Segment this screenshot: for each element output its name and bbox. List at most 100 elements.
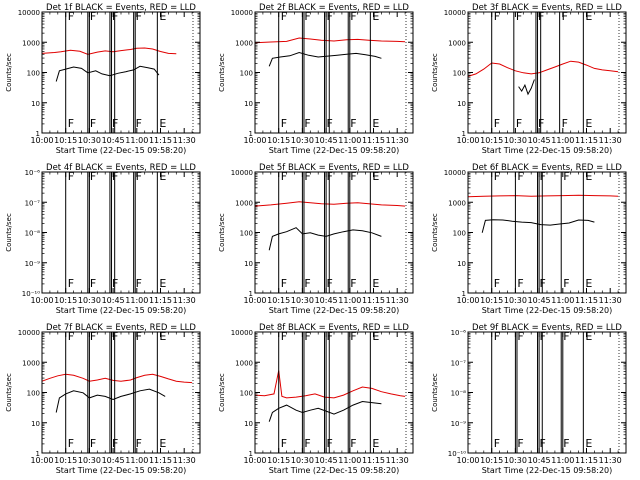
x-tick-label: 11:00 xyxy=(551,296,574,305)
x-axis-label: Start Time (22-Dec-15 09:58:20) xyxy=(269,306,400,315)
x-tick-label: 10:30 xyxy=(78,456,101,465)
marker-label-bottom: F xyxy=(350,437,356,450)
marker-label-bottom: E xyxy=(372,277,379,290)
marker-label-bottom: F xyxy=(516,117,522,130)
marker-label-bottom: F xyxy=(494,437,500,450)
y-tick-label: 1000 xyxy=(22,359,40,367)
x-tick-label: 10:15 xyxy=(480,296,503,305)
panel-det-4: F F F F F F F F E E 10⁻¹⁰ 10⁻⁹ 10⁻⁸ 10⁻⁷ 10⁻⁶ 10:00 10:1… xyxy=(5,163,201,315)
x-tick-label: 11:00 xyxy=(125,296,148,305)
y-tick-label: 1000 xyxy=(235,39,253,47)
marker-label-bottom: F xyxy=(540,437,546,450)
marker-label-top: E xyxy=(585,170,592,183)
marker-label-top: E xyxy=(159,330,166,343)
panel-title: Det 9f BLACK = Events, RED = LLD xyxy=(472,323,622,333)
marker-label-bottom: F xyxy=(494,117,500,130)
panel-title: Det 2f BLACK = Events, RED = LLD xyxy=(259,3,409,13)
x-tick-label: 11:00 xyxy=(338,136,361,145)
y-tick-label: 10000 xyxy=(231,169,253,177)
panel-det-1: F F F F F F F F E E 1 10 100 1000 10000 10:00 10:15 10:30… xyxy=(5,3,201,155)
marker-label-bottom: E xyxy=(585,117,592,130)
y-axis-label: Counts/sec xyxy=(431,213,439,252)
y-axis-label: Counts/sec xyxy=(431,373,439,412)
y-axis-label: Counts/sec xyxy=(218,373,226,412)
y-tick-label: 10⁻⁸ xyxy=(25,230,41,238)
y-tick-label: 1 xyxy=(462,130,466,138)
x-tick-label: 10:45 xyxy=(315,296,338,305)
marker-label-top: F xyxy=(281,330,287,343)
series-line-black xyxy=(268,400,382,422)
y-tick-label: 10⁻¹⁰ xyxy=(22,290,40,298)
x-axis-label: Start Time (22-Dec-15 09:58:20) xyxy=(269,146,400,155)
marker-label-top: F xyxy=(304,330,310,343)
x-tick-label: 10:45 xyxy=(102,296,125,305)
x-tick-label: 10:00 xyxy=(30,136,53,145)
panel-title: Det 3f BLACK = Events, RED = LLD xyxy=(472,3,622,13)
marker-label-top: E xyxy=(585,10,592,23)
marker-label-top: F xyxy=(540,170,546,183)
y-tick-label: 1 xyxy=(36,130,40,138)
marker-label-bottom: F xyxy=(327,437,333,450)
x-tick-label: 11:00 xyxy=(338,456,361,465)
y-tick-label: 10000 xyxy=(444,169,466,177)
series-line-black xyxy=(518,79,535,96)
y-tick-label: 1 xyxy=(249,290,253,298)
x-tick-label: 10:15 xyxy=(54,296,77,305)
x-tick-label: 11:00 xyxy=(125,136,148,145)
series-line-red xyxy=(254,201,406,207)
y-tick-label: 10⁻⁷ xyxy=(25,199,41,207)
x-axis-label: Start Time (22-Dec-15 09:58:20) xyxy=(482,146,613,155)
y-tick-label: 1 xyxy=(462,290,466,298)
marker-label-top: F xyxy=(517,170,523,183)
x-tick-label: 10:45 xyxy=(102,136,125,145)
x-axis-label: Start Time (22-Dec-15 09:58:20) xyxy=(482,466,613,475)
marker-label-top: F xyxy=(517,330,523,343)
x-tick-label: 11:30 xyxy=(386,136,409,145)
y-axis-label: Counts/sec xyxy=(431,53,439,92)
marker-label-top: E xyxy=(372,170,379,183)
y-tick-label: 100 xyxy=(240,70,253,78)
y-tick-label: 10⁻¹⁰ xyxy=(448,450,466,458)
y-tick-label: 100 xyxy=(240,390,253,398)
x-tick-label: 11:30 xyxy=(173,456,196,465)
y-tick-label: 10⁻⁶ xyxy=(25,169,41,177)
y-tick-label: 10000 xyxy=(231,329,253,337)
marker-label-top: F xyxy=(281,170,287,183)
y-tick-label: 10 xyxy=(31,100,40,108)
marker-label-bottom: E xyxy=(585,277,592,290)
y-tick-label: 1000 xyxy=(22,39,40,47)
marker-label-bottom: F xyxy=(350,277,356,290)
marker-label-bottom: F xyxy=(494,277,500,290)
panel-title: Det 1f BLACK = Events, RED = LLD xyxy=(46,3,196,13)
y-tick-label: 10000 xyxy=(231,9,253,17)
panel-det-5: F F F F F F F F E E 1 10 100 1000 10000 10:00 10:15 10:30… xyxy=(218,163,414,315)
marker-label-bottom: F xyxy=(304,117,310,130)
marker-label-top: E xyxy=(372,10,379,23)
x-tick-label: 11:15 xyxy=(149,456,172,465)
panel-title: Det 5f BLACK = Events, RED = LLD xyxy=(259,163,409,173)
marker-label-bottom: F xyxy=(112,437,118,450)
marker-label-top: E xyxy=(585,330,592,343)
marker-label-top: F xyxy=(350,330,356,343)
y-tick-label: 10000 xyxy=(444,9,466,17)
series-line-black xyxy=(55,388,166,413)
marker-label-bottom: E xyxy=(159,117,166,130)
series-line-black xyxy=(55,65,160,82)
marker-label-bottom: F xyxy=(517,437,523,450)
x-tick-label: 11:30 xyxy=(386,456,409,465)
x-tick-label: 11:15 xyxy=(149,296,172,305)
x-tick-label: 10:00 xyxy=(456,296,479,305)
x-tick-label: 10:00 xyxy=(30,456,53,465)
panel-det-8: F F F F F F F F E E 1 10 100 1000 10000 10:00 10:15 10:30… xyxy=(218,323,414,475)
x-tick-label: 11:30 xyxy=(386,296,409,305)
x-tick-label: 10:45 xyxy=(528,456,551,465)
x-tick-label: 11:15 xyxy=(149,136,172,145)
marker-label-top: F xyxy=(112,330,118,343)
y-axis-label: Counts/sec xyxy=(5,213,13,252)
x-tick-label: 10:45 xyxy=(315,136,338,145)
marker-label-top: F xyxy=(304,10,310,23)
panel-title: Det 4f BLACK = Events, RED = LLD xyxy=(46,163,196,173)
marker-label-bottom: F xyxy=(304,437,310,450)
y-axis-label: Counts/sec xyxy=(218,53,226,92)
marker-label-bottom: E xyxy=(585,437,592,450)
